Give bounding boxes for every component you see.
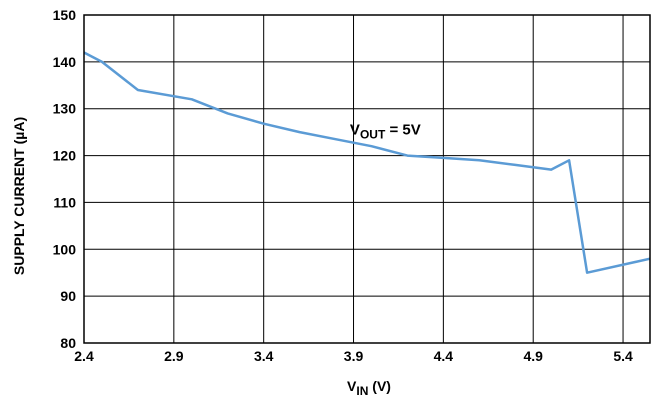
annotation-rest: = 5V bbox=[385, 121, 420, 138]
x-tick-label: 3.9 bbox=[344, 348, 364, 364]
x-tick-label: 3.4 bbox=[254, 348, 274, 364]
supply-current-series-line bbox=[83, 51, 651, 274]
x-axis-title-subscript: IN bbox=[356, 384, 368, 398]
y-tick-label: 80 bbox=[60, 335, 76, 351]
x-axis-title-main: V bbox=[347, 378, 357, 394]
x-tick-label: 5.4 bbox=[613, 348, 633, 364]
x-axis-title: VIN (V) bbox=[347, 378, 391, 398]
y-tick-label: 150 bbox=[53, 7, 77, 23]
y-tick-label: 140 bbox=[53, 54, 77, 70]
y-tick-label: 110 bbox=[53, 194, 76, 210]
y-axis-title: SUPPLY CURRENT (µA) bbox=[11, 117, 27, 275]
plot-frame bbox=[83, 14, 651, 344]
x-tick-labels: 2.4 2.9 3.4 3.9 4.4 4.9 5.4 bbox=[74, 348, 633, 364]
x-tick-label: 2.4 bbox=[74, 348, 94, 364]
vout-annotation: VOUT = 5V bbox=[350, 121, 421, 141]
series-layer bbox=[83, 51, 651, 274]
y-tick-label: 120 bbox=[53, 148, 77, 164]
x-tick-label: 4.9 bbox=[523, 348, 543, 364]
y-tick-label: 130 bbox=[53, 101, 77, 117]
grid-lines bbox=[83, 14, 650, 344]
y-tick-label: 90 bbox=[60, 288, 76, 304]
y-tick-label: 100 bbox=[53, 241, 77, 257]
x-tick-label: 2.9 bbox=[164, 348, 184, 364]
annotation-main: V bbox=[350, 121, 360, 138]
x-tick-label: 4.4 bbox=[434, 348, 454, 364]
x-axis-title-rest: (V) bbox=[368, 378, 391, 394]
annotation-subscript: OUT bbox=[360, 127, 386, 141]
y-tick-labels: 80 90 100 110 120 130 140 150 bbox=[53, 7, 77, 351]
